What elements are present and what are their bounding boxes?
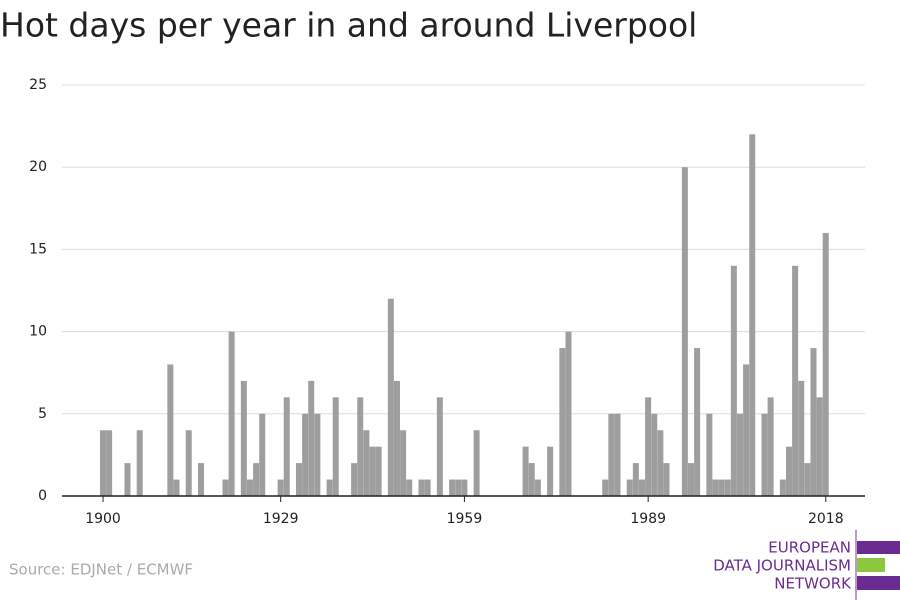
bar [295, 463, 302, 496]
bar [804, 463, 811, 496]
bar [816, 397, 823, 496]
bar [779, 479, 786, 496]
bar [173, 479, 180, 496]
bar [302, 413, 309, 496]
bar [253, 463, 260, 496]
logo-text: NETWORK [774, 575, 852, 593]
bar [222, 479, 229, 496]
bar [314, 413, 321, 496]
bar [308, 380, 315, 496]
bar [363, 430, 370, 496]
bar [761, 413, 768, 496]
bar [387, 298, 394, 496]
bar [357, 397, 364, 496]
bar [455, 479, 462, 496]
y-tick-label: 0 [38, 488, 47, 504]
bar [400, 430, 407, 496]
bar [277, 479, 284, 496]
bar [228, 331, 235, 496]
bar [718, 479, 725, 496]
bar [614, 413, 621, 496]
bar [663, 463, 670, 496]
logo-bar [857, 558, 885, 572]
bar [712, 479, 719, 496]
bar [259, 413, 266, 496]
bar [632, 463, 639, 496]
logo-bar [857, 576, 900, 590]
y-tick-label: 5 [38, 406, 47, 422]
bar [167, 364, 174, 496]
bar [694, 348, 701, 496]
bar [461, 479, 468, 496]
bar [522, 446, 529, 496]
bar [626, 479, 633, 496]
bar [547, 446, 554, 496]
bar [351, 463, 358, 496]
bar [106, 430, 113, 496]
bar [736, 413, 743, 496]
bar [240, 380, 247, 496]
y-tick-label: 25 [29, 77, 47, 93]
bar [767, 397, 774, 496]
y-tick-label: 20 [29, 159, 47, 175]
bar [810, 348, 817, 496]
bar [749, 134, 756, 496]
bar [332, 397, 339, 496]
bar [798, 380, 805, 496]
bar [687, 463, 694, 496]
bar [638, 479, 645, 496]
bar [393, 380, 400, 496]
bar [326, 479, 333, 496]
bar [730, 265, 737, 496]
bar [792, 265, 799, 496]
bar [706, 413, 713, 496]
bar [602, 479, 609, 496]
bar [534, 479, 541, 496]
bar [743, 364, 750, 496]
bar [99, 430, 106, 496]
bar [136, 430, 143, 496]
bar [657, 430, 664, 496]
y-tick-label: 15 [29, 241, 47, 257]
bar [283, 397, 290, 496]
bar [565, 331, 572, 496]
logo-text: DATA JOURNALISM [713, 557, 851, 575]
bar [185, 430, 192, 496]
source: Source: EDJNet / ECMWF [9, 561, 193, 579]
bar [197, 463, 204, 496]
bar [785, 446, 792, 496]
bar [645, 397, 652, 496]
bar [449, 479, 456, 496]
bar [375, 446, 382, 496]
bar [436, 397, 443, 496]
bar [418, 479, 425, 496]
x-tick-label: 2018 [808, 511, 844, 527]
bar [124, 463, 131, 496]
bar [424, 479, 431, 496]
bar [608, 413, 615, 496]
y-tick-label: 10 [29, 324, 47, 340]
bar [528, 463, 535, 496]
bar [246, 479, 253, 496]
x-tick-label: 1929 [263, 511, 299, 527]
logo-bar [857, 541, 900, 554]
bar [559, 348, 566, 496]
bar [651, 413, 658, 496]
bar [406, 479, 413, 496]
bar [473, 430, 480, 496]
x-tick-label: 1959 [447, 511, 483, 527]
x-tick-label: 1989 [630, 511, 666, 527]
bar [724, 479, 731, 496]
bar [822, 232, 829, 496]
logo-text: EUROPEAN [768, 539, 851, 557]
chart-title: Hot days per year in and around Liverpoo… [0, 6, 697, 45]
bar [369, 446, 376, 496]
bar [681, 167, 688, 496]
x-tick-label: 1900 [85, 511, 121, 527]
